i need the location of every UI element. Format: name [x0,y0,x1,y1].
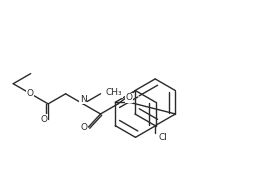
Text: O: O [126,93,133,102]
Text: O: O [40,114,47,124]
Text: Cl: Cl [158,133,167,142]
Text: O: O [27,89,34,98]
Text: O: O [81,123,88,132]
Text: CH₃: CH₃ [106,88,123,97]
Text: N: N [80,95,86,104]
